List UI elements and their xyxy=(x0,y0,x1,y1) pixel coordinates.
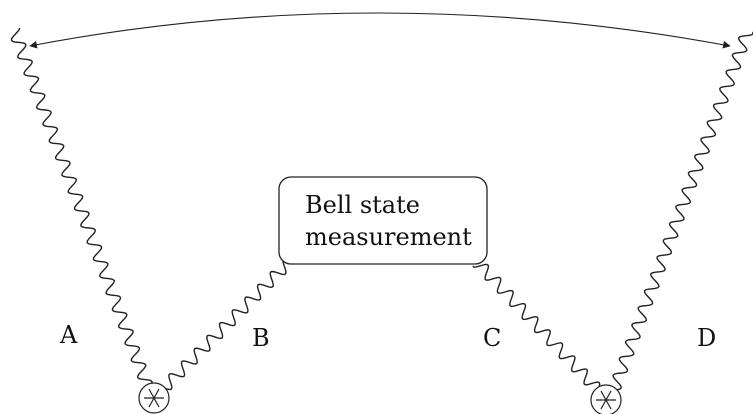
bell-box-label-line2: measurement xyxy=(305,223,472,251)
photon-label-d: D xyxy=(697,324,716,352)
bell-state-measurement-box xyxy=(278,176,488,265)
photon-c-wave xyxy=(472,263,601,391)
bell-box-label-line1: Bell state xyxy=(305,191,420,219)
classical-link-arrow xyxy=(29,12,731,49)
photon-d-wave xyxy=(612,31,753,391)
photon-a-wave xyxy=(10,27,153,389)
source-left-icon xyxy=(138,382,170,414)
photon-label-b: B xyxy=(252,324,270,352)
photon-label-c: C xyxy=(483,324,501,352)
source-right-icon xyxy=(590,384,622,414)
photon-label-a: A xyxy=(59,321,78,349)
photon-b-wave xyxy=(163,258,287,391)
